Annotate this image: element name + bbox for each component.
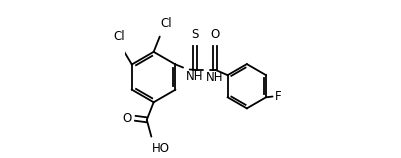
Text: NH: NH	[205, 71, 223, 84]
Text: O: O	[210, 28, 219, 41]
Text: NH: NH	[185, 70, 203, 83]
Text: F: F	[274, 90, 281, 103]
Text: O: O	[122, 112, 132, 125]
Text: HO: HO	[152, 142, 170, 155]
Text: Cl: Cl	[160, 18, 172, 30]
Text: Cl: Cl	[113, 30, 124, 43]
Text: S: S	[191, 28, 198, 41]
